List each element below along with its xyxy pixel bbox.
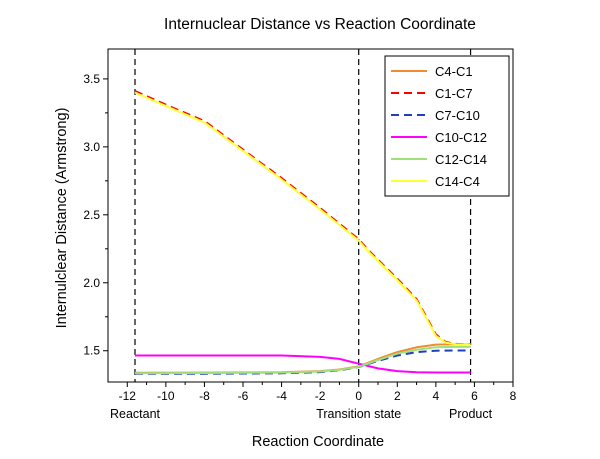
y-tick-label: 2.0 bbox=[83, 276, 100, 290]
legend-label: C4-C1 bbox=[435, 64, 473, 79]
x-tick-label: 4 bbox=[433, 389, 440, 403]
series-line bbox=[134, 349, 471, 375]
legend-label: C7-C10 bbox=[435, 108, 480, 123]
x-tick-label: 2 bbox=[394, 389, 401, 403]
legend-label: C1-C7 bbox=[435, 86, 473, 101]
series-line bbox=[134, 345, 471, 375]
series-line bbox=[135, 354, 471, 374]
x-tick-label: -12 bbox=[119, 389, 137, 403]
chart-title: Internuclear Distance vs Reaction Coordi… bbox=[164, 16, 476, 33]
y-axis-label: Internulclear Distance (Armstrong) bbox=[54, 108, 70, 329]
series-line bbox=[134, 90, 471, 346]
y-tick-label: 3.0 bbox=[83, 140, 100, 154]
axis-ticks: -12 -10 -8 -6 -4 -2 0 2 4 6 8 1.5 2.0 2.5 3.0 3.5 bbox=[83, 72, 516, 403]
legend: C4-C1 C1-C7 C7-C10 C10-C12 C12-C14 C14-C4 bbox=[384, 55, 510, 197]
x-tick-label: 6 bbox=[471, 389, 478, 403]
marker-label: Product bbox=[449, 407, 493, 421]
y-tick-label: 3.5 bbox=[83, 72, 100, 86]
plot-area bbox=[107, 48, 514, 383]
x-tick-label: 8 bbox=[510, 389, 517, 403]
legend-label: C14-C4 bbox=[435, 174, 480, 189]
legend-label: C10-C12 bbox=[435, 130, 487, 145]
x-axis-label: Reaction Coordinate bbox=[252, 434, 384, 450]
x-tick-label: -8 bbox=[199, 389, 210, 403]
y-tick-label: 2.5 bbox=[83, 208, 100, 222]
series-line bbox=[134, 91, 471, 346]
series-lines bbox=[134, 90, 471, 375]
y-tick-label: 1.5 bbox=[83, 344, 100, 358]
x-tick-label: -4 bbox=[276, 389, 287, 403]
legend-box bbox=[384, 55, 510, 197]
x-tick-label: 0 bbox=[355, 389, 362, 403]
legend-label: C12-C14 bbox=[435, 152, 487, 167]
x-tick-label: -10 bbox=[157, 389, 175, 403]
marker-label: Reactant bbox=[110, 407, 161, 421]
plot-border bbox=[107, 48, 514, 383]
x-tick-label: -2 bbox=[315, 389, 326, 403]
reference-markers: Reactant Transition state Product bbox=[110, 49, 493, 421]
x-tick-label: -6 bbox=[238, 389, 249, 403]
marker-label: Transition state bbox=[316, 407, 401, 421]
